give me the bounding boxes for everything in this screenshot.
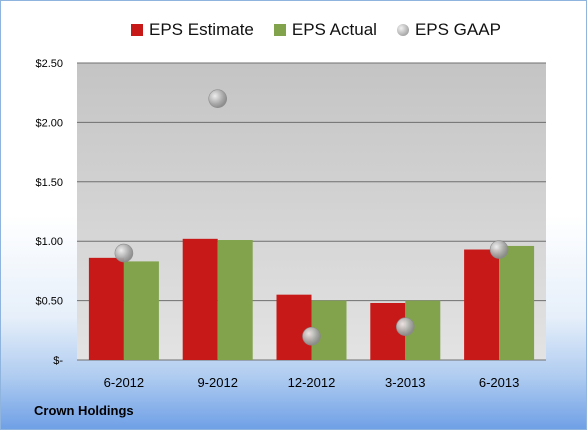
y-tick-label: $1.50 (35, 177, 63, 189)
gaap-points (114, 89, 509, 346)
x-tick-label: 3-2013 (385, 375, 425, 390)
bar-eps-estimate (88, 257, 124, 360)
y-tick-label: $1.00 (35, 236, 63, 248)
y-tick-label: $0.50 (35, 296, 63, 308)
point-eps-gaap (489, 240, 509, 259)
point-eps-gaap (114, 243, 134, 263)
bar-eps-actual (217, 240, 253, 360)
bar-eps-actual (499, 245, 535, 360)
legend-label-eps-estimate: EPS Estimate (149, 20, 254, 39)
legend: EPS Estimate EPS Actual EPS GAAP (131, 18, 521, 42)
x-tick-labels: 6-2012 9-2012 12-2012 3-2013 6-2013 (104, 375, 520, 390)
legend-label-eps-actual: EPS Actual (291, 20, 377, 39)
bar-eps-estimate (182, 238, 218, 360)
bars (88, 238, 535, 360)
company-name: Crown Holdings (34, 403, 134, 418)
point-eps-gaap (395, 317, 415, 337)
legend-item-eps-estimate: EPS Estimate (131, 20, 254, 40)
legend-swatch-eps-actual (273, 24, 286, 36)
point-eps-gaap (302, 326, 321, 346)
legend-item-eps-gaap: EPS GAAP (396, 20, 501, 40)
x-tick-label: 9-2012 (197, 375, 237, 390)
x-tick-label: 6-2012 (104, 375, 144, 390)
bar-eps-estimate (276, 294, 312, 360)
y-tick-labels: $- $0.50 $1.00 $1.50 $2.00 $2.50 (35, 58, 63, 367)
y-tick-label: $- (53, 355, 63, 367)
legend-swatch-eps-estimate (131, 24, 143, 36)
legend-label-eps-gaap: EPS GAAP (414, 20, 501, 39)
legend-swatch-eps-gaap (396, 24, 409, 36)
x-tick-label: 12-2012 (288, 375, 336, 390)
y-tick-label: $2.00 (35, 117, 63, 129)
bar-eps-actual (123, 261, 159, 360)
y-tick-label: $2.50 (35, 58, 63, 70)
legend-item-eps-actual: EPS Actual (273, 20, 377, 40)
point-eps-gaap (208, 89, 227, 108)
bar-eps-estimate (464, 249, 500, 360)
x-tick-label: 6-2013 (479, 375, 519, 390)
